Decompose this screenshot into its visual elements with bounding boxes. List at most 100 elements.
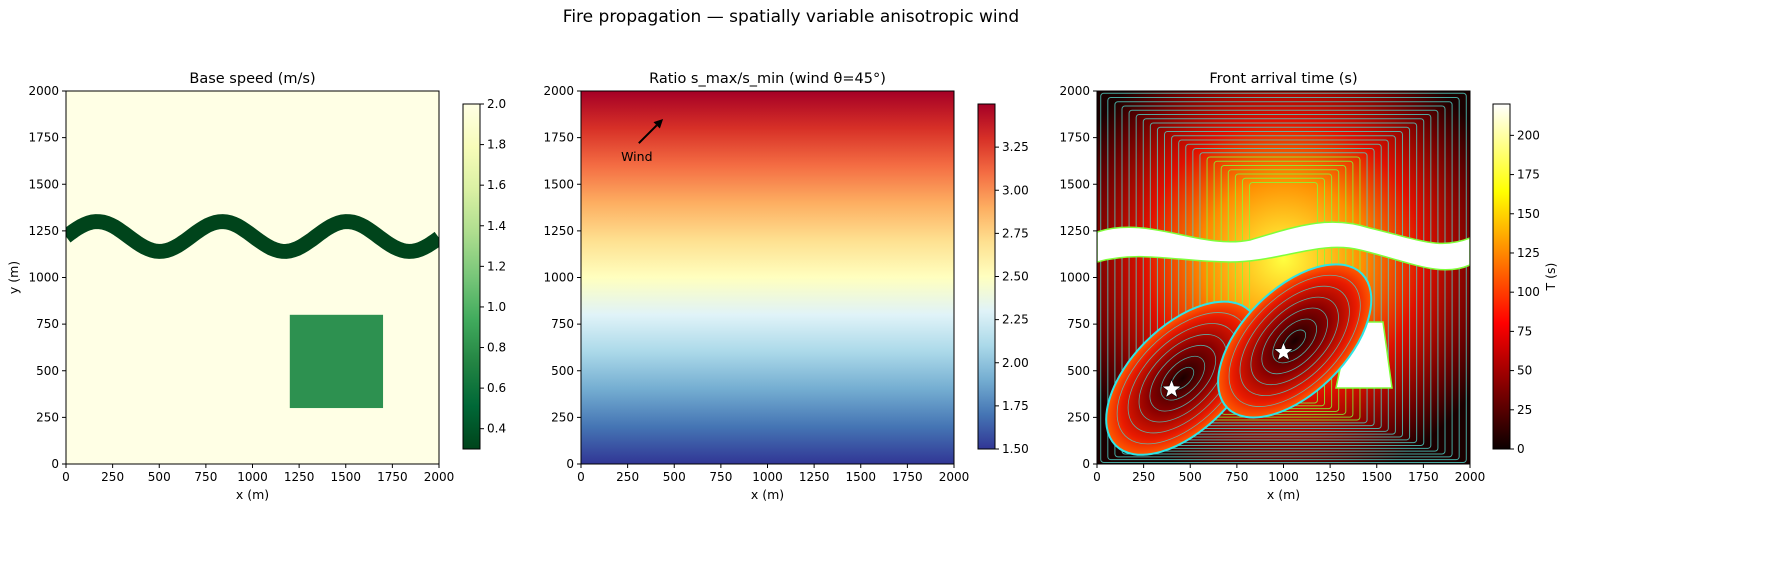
panel-1-xlabel: x (m) bbox=[236, 487, 269, 502]
y-tick-label: 500 bbox=[1067, 364, 1090, 378]
y-tick-label: 1000 bbox=[543, 271, 574, 285]
x-tick-label: 1500 bbox=[1361, 470, 1392, 484]
ignition-star bbox=[1273, 341, 1294, 361]
y-tick-label: 0 bbox=[1082, 457, 1090, 471]
colorbar-tick-label: 150 bbox=[1517, 207, 1540, 221]
panel-3-y-axis: 0 250 500 750 1000 1250 1500 1750 2000 bbox=[1059, 84, 1097, 471]
x-tick-label: 0 bbox=[62, 470, 70, 484]
colorbar-tick-label: 2.50 bbox=[1002, 270, 1029, 284]
y-tick-label: 250 bbox=[551, 410, 574, 424]
x-tick-label: 1250 bbox=[1315, 470, 1346, 484]
contour-line bbox=[1107, 96, 1460, 461]
colorbar-1-frame bbox=[462, 103, 481, 450]
colorbar-tick-label: 1.6 bbox=[487, 178, 506, 192]
colorbar-tick-label: 3.25 bbox=[1002, 140, 1029, 154]
panel-3-xlabel: x (m) bbox=[1267, 487, 1300, 502]
colorbar-tick-label: 2.25 bbox=[1002, 313, 1029, 327]
contour-line bbox=[1156, 126, 1411, 441]
x-tick-label: 2000 bbox=[939, 470, 970, 484]
x-tick-label: 1250 bbox=[799, 470, 830, 484]
contour-line bbox=[1171, 135, 1396, 435]
ellipse-contour bbox=[1261, 307, 1328, 375]
y-tick-label: 2000 bbox=[28, 84, 59, 98]
y-tick-label: 250 bbox=[1067, 410, 1090, 424]
ignition-stars bbox=[1161, 341, 1294, 399]
colorbar-tick-label: 1.0 bbox=[487, 300, 506, 314]
x-tick-label: 750 bbox=[194, 470, 217, 484]
colorbar-3-gradient bbox=[1493, 104, 1510, 449]
colorbar-tick-label: 125 bbox=[1517, 246, 1540, 260]
x-tick-label: 1500 bbox=[845, 470, 876, 484]
contour-line bbox=[1164, 131, 1403, 438]
x-tick-label: 1000 bbox=[237, 470, 268, 484]
colorbar-tick-label: 1.8 bbox=[487, 138, 506, 152]
x-tick-label: 250 bbox=[1132, 470, 1155, 484]
colorbar-tick-label: 2.75 bbox=[1002, 226, 1029, 240]
panel-3-x-axis: 0 250 500 750 1000 1250 1500 1750 2000 bbox=[1093, 464, 1485, 484]
contour-line bbox=[1128, 109, 1439, 452]
y-tick-label: 1750 bbox=[543, 131, 574, 145]
contour-line bbox=[1192, 148, 1375, 427]
ellipse-contour bbox=[1149, 344, 1217, 412]
colorbar-tick-label: 1.4 bbox=[487, 219, 506, 233]
y-tick-label: 750 bbox=[1067, 317, 1090, 331]
x-tick-label: 1750 bbox=[377, 470, 408, 484]
panel-2-xlabel: x (m) bbox=[751, 487, 784, 502]
colorbar-tick-label: 25 bbox=[1517, 403, 1532, 417]
panel-ratio: Ratio s_max/s_min (wind θ=45°) Wind 0 250… bbox=[543, 71, 1028, 502]
wind-annotation: Wind bbox=[621, 149, 652, 164]
panel-base-speed: Base speed (m/s) 0 250 500 750 1000 1250 1500 1… bbox=[6, 71, 506, 502]
colorbar-tick-label: 0.8 bbox=[487, 341, 506, 355]
colorbar-3-ticks: 0 25 50 75 100 125 150 175 200 bbox=[1510, 128, 1540, 456]
figure-suptitle: Fire propagation — spatially variable an… bbox=[563, 7, 1019, 27]
colorbar-3-frame bbox=[1492, 103, 1511, 450]
colorbar-tick-label: 0 bbox=[1517, 442, 1525, 456]
y-tick-label: 1250 bbox=[28, 224, 59, 238]
contour-line bbox=[1121, 105, 1446, 455]
x-tick-label: 1750 bbox=[892, 470, 923, 484]
x-tick-label: 0 bbox=[577, 470, 585, 484]
panel-1-y-axis: 0 250 500 750 1000 1250 1500 1750 2000 bbox=[28, 84, 66, 471]
panel-arrival-time: Front arrival time (s) 0 250 500 750 1000 125… bbox=[1059, 71, 1558, 502]
y-tick-label: 250 bbox=[36, 410, 59, 424]
colorbar-tick-label: 2.00 bbox=[1002, 356, 1029, 370]
ellipse-contour bbox=[1127, 323, 1238, 434]
colorbar-tick-label: 0.4 bbox=[487, 422, 506, 436]
panel-2-y-axis: 0 250 500 750 1000 1250 1500 1750 2000 bbox=[543, 84, 581, 471]
y-tick-label: 1250 bbox=[1059, 224, 1090, 238]
ellipse-contour bbox=[1228, 274, 1361, 407]
contour-line bbox=[1142, 118, 1425, 446]
y-tick-label: 2000 bbox=[1059, 84, 1090, 98]
contour-line bbox=[1185, 143, 1382, 429]
colorbar-tick-label: 0.6 bbox=[487, 381, 506, 395]
ellipse-contour bbox=[1116, 312, 1249, 445]
colorbar-tick-label: 1.50 bbox=[1002, 442, 1029, 456]
panel-2-title: Ratio s_max/s_min (wind θ=45°) bbox=[649, 71, 886, 87]
colorbar-tick-label: 1.75 bbox=[1002, 399, 1029, 413]
contour-line bbox=[1149, 122, 1418, 444]
y-tick-label: 0 bbox=[51, 457, 59, 471]
colorbar-2-gradient bbox=[978, 104, 995, 449]
medium-speed-rectangle bbox=[289, 314, 384, 409]
colorbar-tick-label: 50 bbox=[1517, 364, 1532, 378]
contour-line bbox=[1135, 113, 1432, 449]
panel-1-x-axis: 0 250 500 750 1000 1250 1500 1750 2000 bbox=[62, 464, 454, 484]
y-tick-label: 1500 bbox=[28, 177, 59, 191]
y-tick-label: 750 bbox=[36, 317, 59, 331]
x-tick-label: 0 bbox=[1093, 470, 1101, 484]
x-tick-label: 500 bbox=[1179, 470, 1202, 484]
colorbar-tick-label: 175 bbox=[1517, 168, 1540, 182]
ellipse-contour bbox=[1239, 285, 1350, 397]
ellipse-contour bbox=[1138, 334, 1227, 423]
panel-2-x-axis: 0 250 500 750 1000 1250 1500 1750 2000 bbox=[577, 464, 969, 484]
x-tick-label: 1500 bbox=[330, 470, 361, 484]
colorbar-tick-label: 1.2 bbox=[487, 259, 506, 273]
x-tick-label: 1250 bbox=[284, 470, 315, 484]
panel-1-ylabel: y (m) bbox=[6, 261, 21, 294]
contour-line bbox=[1100, 92, 1467, 464]
wind-arrow bbox=[638, 124, 658, 144]
x-tick-label: 250 bbox=[616, 470, 639, 484]
ignition-ellipses bbox=[1105, 263, 1373, 456]
y-tick-label: 0 bbox=[566, 457, 574, 471]
